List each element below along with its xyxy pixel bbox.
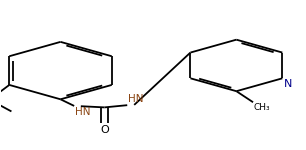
Text: O: O	[100, 126, 109, 135]
Text: HN: HN	[75, 107, 91, 117]
Text: CH₃: CH₃	[254, 103, 271, 112]
Text: N: N	[284, 79, 292, 89]
Text: HN: HN	[128, 94, 144, 104]
